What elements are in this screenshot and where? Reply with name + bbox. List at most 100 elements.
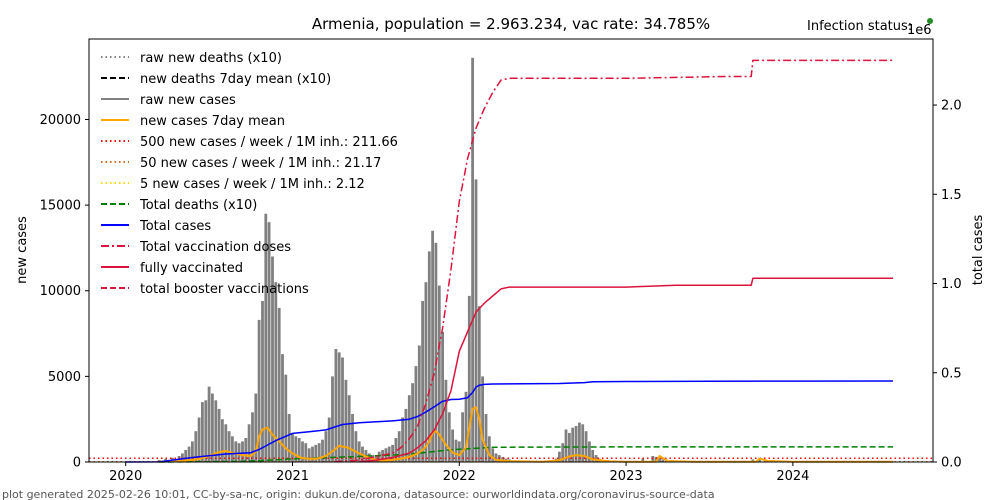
raw-new-cases-bar: [234, 441, 238, 462]
raw-new-cases-bar: [421, 301, 424, 462]
raw-new-cases-bar: [187, 446, 191, 462]
legend-label: raw new deaths (x10): [140, 51, 282, 66]
y-left-tick-label: 5000: [48, 370, 81, 385]
legend-label: total booster vaccinations: [140, 282, 309, 297]
raw-new-cases-bar: [461, 412, 464, 462]
raw-new-cases-bar: [451, 429, 454, 462]
raw-new-cases-bar: [414, 366, 418, 462]
raw-new-cases-bar: [477, 306, 481, 462]
x-tick-label: 2024: [776, 469, 809, 484]
y-right-tick-label: 2.0: [941, 99, 962, 114]
raw-new-cases-bar: [578, 422, 581, 462]
y-right-tick-label: 0.0: [941, 456, 962, 471]
raw-new-cases-bar: [247, 424, 251, 462]
raw-new-cases-bar: [484, 414, 488, 462]
raw-new-cases-bar: [211, 393, 214, 462]
raw-new-cases-bar: [261, 301, 264, 462]
raw-new-cases-bar: [588, 441, 591, 462]
raw-new-cases-bar: [267, 222, 271, 462]
legend-label: fully vaccinated: [140, 261, 243, 276]
raw-new-cases-bar: [487, 436, 491, 462]
raw-new-cases-bar: [217, 408, 221, 462]
raw-new-cases-bar: [251, 412, 254, 462]
raw-new-cases-bar: [464, 391, 468, 462]
raw-new-cases-bar: [501, 456, 505, 462]
x-axis: 2020 2021 2022 2023 2024: [109, 462, 809, 484]
raw-new-cases-bar: [431, 230, 434, 462]
y-left-tick-label: 10000: [40, 284, 81, 299]
raw-new-cases-bar: [467, 295, 471, 462]
raw-new-cases-bar: [491, 448, 495, 462]
raw-new-cases-bar: [331, 376, 334, 462]
raw-new-cases-bar: [444, 379, 448, 462]
raw-new-cases-bar: [244, 438, 248, 462]
raw-new-cases-bar: [197, 417, 201, 462]
raw-new-cases-bar: [291, 432, 294, 462]
raw-new-cases-bar: [437, 285, 441, 462]
legend: raw new deaths (x10) new deaths 7day mean…: [101, 51, 398, 297]
raw-new-cases-bar: [311, 446, 314, 462]
raw-new-cases-bar: [341, 357, 344, 462]
raw-new-cases-bar: [651, 456, 655, 462]
raw-new-cases-bar: [231, 436, 234, 462]
raw-new-cases-bar: [294, 436, 298, 462]
raw-new-cases-bar: [221, 419, 224, 462]
raw-new-cases-bar: [324, 431, 328, 462]
raw-new-cases-bar: [558, 451, 561, 462]
raw-new-cases-bar: [284, 374, 288, 462]
plot-frame: [88, 38, 934, 463]
raw-new-cases-bar: [181, 453, 184, 462]
legend-label: 500 new cases / week / 1M inh.: 211.66: [140, 135, 398, 150]
raw-new-cases-bar: [274, 282, 278, 462]
raw-new-cases-bar: [474, 179, 478, 462]
raw-new-cases-bar: [658, 457, 661, 462]
footer-credit: plot generated 2025-02-26 10:01, CC-by-s…: [2, 488, 715, 500]
x-tick-label: 2023: [610, 469, 643, 484]
fully-vaccinated-line: [359, 277, 893, 463]
infection-status-label: Infection status:: [807, 19, 912, 34]
y-axis-left-label: new cases: [15, 216, 30, 284]
raw-new-cases-bar: [281, 354, 284, 462]
raw-new-cases-bar: [447, 412, 451, 462]
legend-label: Total vaccination doses: [139, 240, 291, 255]
legend-label: 50 new cases / week / 1M inh.: 21.17: [140, 156, 381, 171]
raw-new-cases-bar: [347, 395, 351, 462]
total-deaths-line: [159, 446, 893, 463]
raw-new-cases-bar: [207, 386, 211, 462]
raw-new-cases-bar: [404, 408, 408, 462]
y-axis-right-label: total cases: [971, 215, 986, 286]
raw-new-cases-bar: [194, 431, 198, 462]
raw-new-cases-bar: [314, 444, 318, 462]
raw-new-cases-bar: [254, 393, 258, 462]
x-tick-label: 2022: [443, 469, 476, 484]
infection-status-dot: [927, 18, 933, 24]
legend-label: new deaths 7day mean (x10): [140, 72, 331, 87]
raw-new-cases-bar: [297, 438, 301, 462]
raw-new-cases-bar: [357, 441, 361, 462]
raw-new-cases-bar: [277, 307, 281, 462]
x-tick-label: 2021: [276, 469, 309, 484]
raw-new-cases-bar: [224, 424, 228, 462]
raw-new-cases-bar: [427, 251, 431, 462]
y-right-tick-label: 1.5: [941, 188, 962, 203]
raw-new-cases-bar: [344, 379, 348, 462]
raw-new-cases-bar: [264, 213, 268, 462]
raw-new-cases-bar: [351, 414, 354, 462]
raw-new-cases-bar: [307, 448, 311, 462]
raw-new-cases-bar: [227, 431, 231, 462]
raw-new-cases-bar: [654, 456, 658, 462]
raw-new-cases-bar: [471, 57, 474, 463]
x-tick-label: 2020: [109, 469, 142, 484]
y-axis-left: 0 5000 10000 15000 20000: [40, 113, 89, 471]
y-right-tick-label: 1.0: [941, 277, 962, 292]
raw-new-cases-bar: [594, 455, 598, 462]
raw-new-cases-bar: [377, 451, 381, 462]
raw-new-cases-bar: [641, 458, 645, 462]
raw-new-cases-bar: [214, 400, 218, 462]
total-cases-line: [125, 380, 894, 463]
raw-new-cases-bar: [758, 459, 761, 462]
legend-label: 5 new cases / week / 1M inh.: 2.12: [140, 177, 365, 192]
raw-new-cases-bar: [184, 450, 188, 462]
raw-new-cases-bar: [204, 400, 208, 462]
